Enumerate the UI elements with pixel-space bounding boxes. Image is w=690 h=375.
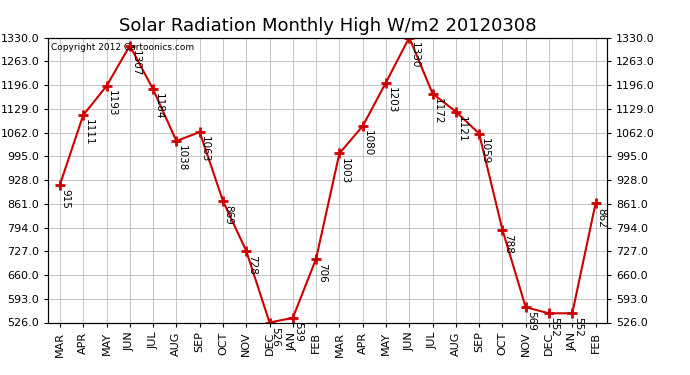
Text: 1307: 1307 [130,50,140,76]
Text: 1003: 1003 [340,158,350,184]
Text: 706: 706 [317,263,326,283]
Text: 869: 869 [224,205,233,225]
Text: 1038: 1038 [177,145,187,171]
Text: 1172: 1172 [433,98,443,124]
Text: 552: 552 [573,318,583,338]
Text: 539: 539 [293,322,304,342]
Text: 915: 915 [61,189,70,209]
Text: Copyright 2012 Cartoonics.com: Copyright 2012 Cartoonics.com [51,43,194,52]
Text: 1330: 1330 [410,42,420,68]
Text: 1203: 1203 [386,87,397,113]
Text: 552: 552 [549,318,560,338]
Text: 569: 569 [526,311,536,331]
Title: Solar Radiation Monthly High W/m2 20120308: Solar Radiation Monthly High W/m2 201203… [119,16,537,34]
Text: 1121: 1121 [456,116,466,142]
Text: 1184: 1184 [154,93,164,120]
Text: 788: 788 [503,234,513,254]
Text: 728: 728 [247,255,257,275]
Text: 1059: 1059 [480,138,490,164]
Text: 1193: 1193 [107,90,117,117]
Text: 862: 862 [596,207,606,227]
Text: 526: 526 [270,327,280,346]
Text: 1063: 1063 [200,136,210,163]
Text: 1080: 1080 [363,130,373,156]
Text: 1111: 1111 [83,119,94,146]
